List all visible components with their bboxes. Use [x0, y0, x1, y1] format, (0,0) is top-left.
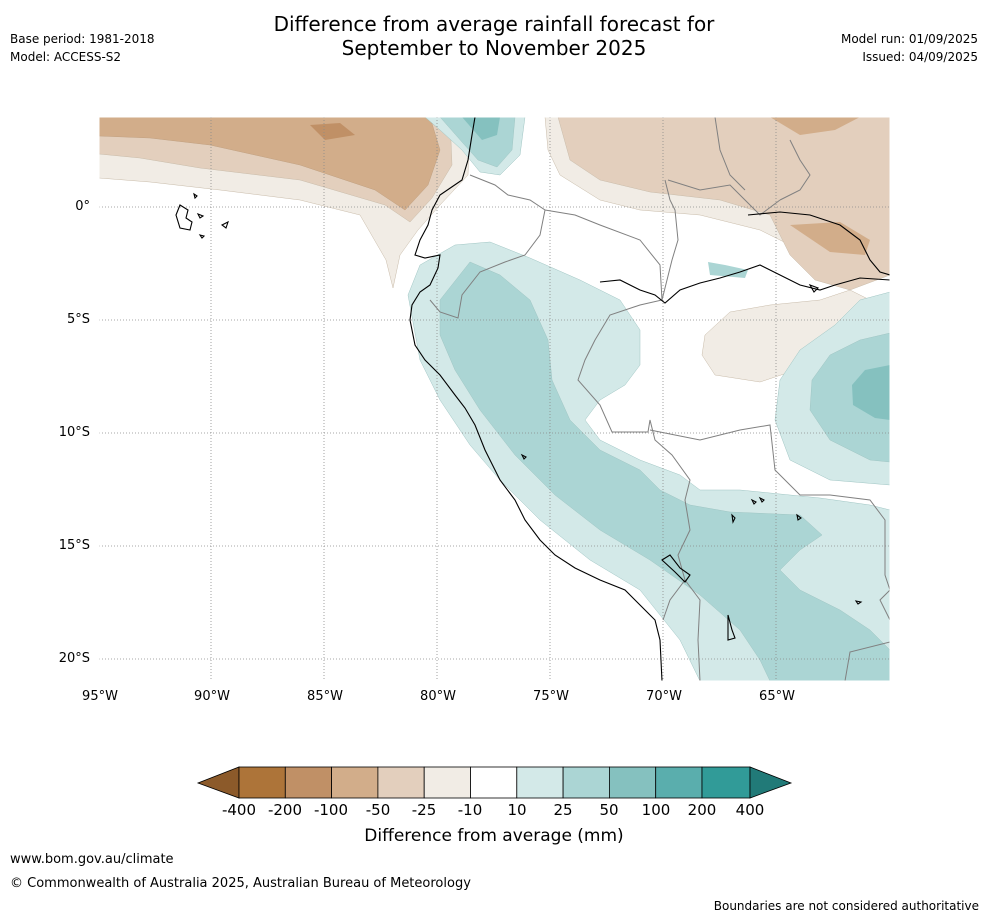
- colorbar-label: Difference from average (mm): [364, 826, 624, 846]
- lon-label-90w: 90°W: [194, 689, 230, 704]
- colorbar-tick: -200: [267, 801, 303, 819]
- colorbar: [196, 766, 793, 799]
- wet-east-25: [809, 332, 890, 463]
- colorbar-swatch-4: [377, 766, 425, 799]
- coastlines: [175, 117, 890, 681]
- colorbar-tick: -50: [365, 801, 391, 819]
- colorbar-tick: -400: [221, 801, 257, 819]
- title-line-2: September to November 2025: [341, 36, 647, 60]
- dry-ne-25: [557, 117, 890, 291]
- lat-label-10s: 10°S: [58, 425, 90, 440]
- model-name: Model: ACCESS-S2: [10, 50, 122, 64]
- colorbar-swatch-3: [331, 766, 379, 799]
- colorbar-tick: -10: [457, 801, 483, 819]
- lon-label-75w: 75°W: [533, 689, 569, 704]
- map-frame: [98, 116, 891, 682]
- wet-east-50: [852, 365, 890, 420]
- colorbar-tick: 400: [735, 801, 765, 819]
- lon-label-65w: 65°W: [759, 689, 795, 704]
- anomaly-shading: [99, 117, 890, 681]
- colorbar-swatch-8: [562, 766, 610, 799]
- colorbar-swatch-11: [701, 766, 751, 799]
- dry-ne-50b: [790, 222, 870, 255]
- lon-label-80w: 80°W: [420, 689, 456, 704]
- base-period: Base period: 1981-2018: [10, 32, 155, 46]
- map-title: Difference from average rainfall forecas…: [0, 12, 988, 60]
- lat-label-0: 0°: [75, 199, 90, 214]
- wet-amazon-25: [708, 262, 748, 278]
- colorbar-swatch-extend-high: [749, 766, 793, 799]
- lon-label-85w: 85°W: [307, 689, 343, 704]
- colorbar-tick: -25: [411, 801, 437, 819]
- colorbar-swatch-6: [470, 766, 518, 799]
- colorbar-tick: -100: [313, 801, 349, 819]
- lat-label-20s: 20°S: [58, 651, 90, 666]
- colorbar-swatch-2: [284, 766, 332, 799]
- colorbar-tick: 25: [553, 801, 573, 819]
- colorbar-swatch-1: [238, 766, 286, 799]
- model-run: Model run: 01/09/2025: [840, 32, 978, 46]
- wet-andes-25: [439, 261, 890, 681]
- colorbar-swatch-10: [655, 766, 703, 799]
- footer-copyright: © Commonwealth of Australia 2025, Austra…: [10, 876, 471, 891]
- lon-label-95w: 95°W: [82, 689, 118, 704]
- dry-spot-100: [310, 123, 355, 140]
- colorbar-tick: 100: [641, 801, 671, 819]
- colorbar-swatch-extend-low: [196, 766, 240, 799]
- colorbar-swatch-7: [516, 766, 564, 799]
- meta-left: Base period: 1981-2018 Model: ACCESS-S2: [10, 30, 155, 66]
- title-line-1: Difference from average rainfall forecas…: [273, 12, 715, 36]
- dry-ne-50a: [770, 117, 860, 135]
- colorbar-swatch-9: [609, 766, 657, 799]
- issued-date: Issued: 04/09/2025: [862, 50, 978, 64]
- colorbar-tick: 10: [507, 801, 527, 819]
- colorbar-tick: 50: [599, 801, 619, 819]
- lon-label-70w: 70°W: [646, 689, 682, 704]
- colorbar-swatch-5: [423, 766, 471, 799]
- meta-right: Model run: 01/09/2025 Issued: 04/09/2025: [841, 30, 978, 66]
- wet-north-50: [462, 117, 500, 140]
- footer-url[interactable]: www.bom.gov.au/climate: [10, 852, 174, 867]
- country-boundaries: [429, 117, 890, 681]
- lat-label-15s: 15°S: [58, 538, 90, 553]
- lat-label-5s: 5°S: [66, 312, 90, 327]
- boundaries-disclaimer: Boundaries are not considered authoritat…: [713, 899, 979, 913]
- colorbar-tick: 200: [687, 801, 717, 819]
